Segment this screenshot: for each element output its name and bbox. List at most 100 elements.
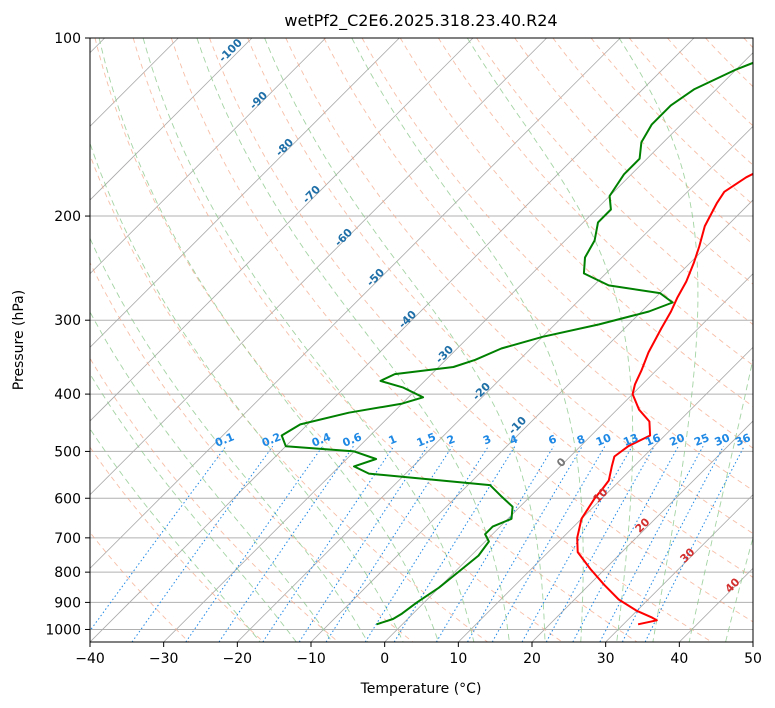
mixing-ratio-line xyxy=(364,445,489,642)
moist-adiabat-line xyxy=(351,38,584,642)
mixing-ratio-line xyxy=(262,445,395,642)
mixing-ratio-label: 16 xyxy=(643,431,662,449)
dry-adiabat-label: -40 xyxy=(396,308,419,331)
x-tick-label: 20 xyxy=(523,651,541,667)
dry-adiabat-line xyxy=(170,38,712,642)
dry-adiabat-line xyxy=(90,357,339,642)
dry-adiabat-label: -70 xyxy=(300,183,323,206)
dry-adiabat-line xyxy=(90,531,190,642)
x-tick-label: 40 xyxy=(670,651,688,667)
dry-adiabat-label: -100 xyxy=(216,36,245,65)
y-tick-label: 400 xyxy=(54,387,81,403)
mixing-ratio-line xyxy=(90,445,227,632)
isotherm-line xyxy=(90,38,474,422)
moist-adiabat-line xyxy=(90,373,297,642)
mixing-ratio-line xyxy=(545,445,655,642)
y-tick-label: 1000 xyxy=(45,622,81,638)
moist-adiabat-line xyxy=(90,141,404,642)
moist-adiabat-label: 40 xyxy=(723,575,743,595)
moist-adiabat-line xyxy=(264,38,546,642)
y-tick-label: 900 xyxy=(54,595,81,611)
mixing-ratio-label: 13 xyxy=(621,431,640,449)
y-tick-label: 500 xyxy=(54,444,81,460)
isotherm-line xyxy=(90,38,326,275)
moist-adiabat-label: 10 xyxy=(591,485,611,505)
isotherm-line xyxy=(752,641,753,642)
mixing-ratio-line xyxy=(435,445,555,642)
dry-adiabat-line xyxy=(438,38,753,366)
mixing-ratio-line xyxy=(218,445,354,642)
moist-adiabat-label: 20 xyxy=(633,515,653,535)
moist-adiabat-line xyxy=(98,38,439,642)
dry-adiabat-label: -90 xyxy=(247,89,270,112)
moist-adiabat-line xyxy=(196,38,510,642)
mixing-ratio-line xyxy=(644,445,745,642)
mixing-ratio-line xyxy=(393,445,516,642)
dry-adiabat-line xyxy=(132,38,638,642)
x-tick-label: −20 xyxy=(223,651,253,667)
mixing-ratio-label: 1 xyxy=(387,433,399,448)
isotherm-line xyxy=(605,494,753,642)
mixing-ratio-label: 0.2 xyxy=(260,430,283,449)
mixing-ratio-label: 0.1 xyxy=(213,430,236,449)
dry-adiabat-line xyxy=(94,38,563,642)
moist-adiabat-line xyxy=(725,536,753,642)
dry-adiabat-label: -10 xyxy=(506,414,529,437)
x-tick-label: 50 xyxy=(744,651,762,667)
mixing-ratio-line xyxy=(467,445,583,642)
x-tick-label: 0 xyxy=(380,651,389,667)
x-axis-label: Temperature (°C) xyxy=(360,681,482,697)
axis-ticks: −40 −30 −20 −10 0 10 20 30 40 5010020030040050060… xyxy=(45,31,762,667)
temperature-profile-line xyxy=(576,172,753,626)
mixing-ratio-line xyxy=(572,445,679,642)
dry-adiabat-line xyxy=(590,38,753,206)
mixing-ratio-label: 2 xyxy=(445,433,457,448)
mixing-ratio-line xyxy=(599,445,704,642)
mixing-ratio-label: 0.4 xyxy=(310,430,333,449)
moist-adiabat-line xyxy=(90,311,333,642)
mixing-ratio-line xyxy=(521,445,633,642)
isotherm-line xyxy=(163,52,753,642)
dry-adiabat-line xyxy=(628,38,753,166)
y-tick-label: 800 xyxy=(54,565,81,581)
moist-adiabat-label: 30 xyxy=(678,545,698,565)
dry-adiabat-line xyxy=(552,38,753,245)
x-tick-label: −30 xyxy=(149,651,179,667)
isotherm-line xyxy=(384,273,753,642)
profile-lines xyxy=(280,61,753,626)
isotherm-line xyxy=(90,38,400,348)
mixing-ratio-label: 20 xyxy=(668,431,687,449)
isotherm-line xyxy=(237,125,753,642)
mixing-ratio-line xyxy=(131,445,274,642)
isotherm-line xyxy=(90,38,695,642)
dry-adiabat-line xyxy=(361,38,753,449)
mixing-ratio-label: 36 xyxy=(733,431,752,449)
y-tick-label: 600 xyxy=(54,491,81,507)
y-axis-label: Pressure (hPa) xyxy=(11,290,27,390)
dry-adiabat-line xyxy=(209,38,753,623)
x-tick-label: 30 xyxy=(597,651,615,667)
mixing-ratio-label: 10 xyxy=(594,431,613,449)
moist-adiabat-line xyxy=(618,38,699,642)
moist-adiabat-line xyxy=(90,237,369,642)
dry-adiabat-line xyxy=(90,153,488,642)
mixing-ratio-label: 6 xyxy=(546,432,558,447)
dry-adiabat-label: -30 xyxy=(433,343,456,366)
dry-adiabat-label: -50 xyxy=(364,266,387,289)
dry-adiabat-label: -20 xyxy=(470,380,493,403)
mixing-ratio-label: 1.5 xyxy=(415,430,438,449)
x-tick-label: −10 xyxy=(296,651,326,667)
moist-adiabat-line xyxy=(142,38,475,642)
dry-adiabat-line xyxy=(743,38,753,49)
y-tick-label: 300 xyxy=(54,313,81,329)
dry-adiabat-line xyxy=(247,38,753,578)
chart-title: wetPf2_C2E6.2025.318.23.40.R24 xyxy=(284,11,557,31)
y-tick-label: 100 xyxy=(54,31,81,47)
isotherm-line xyxy=(90,38,547,496)
moist-adiabat-line xyxy=(90,428,261,642)
y-tick-label: 200 xyxy=(54,209,81,225)
isotherm-line xyxy=(458,346,753,642)
dry-adiabat-line xyxy=(90,446,264,642)
x-tick-label: −40 xyxy=(75,651,105,667)
